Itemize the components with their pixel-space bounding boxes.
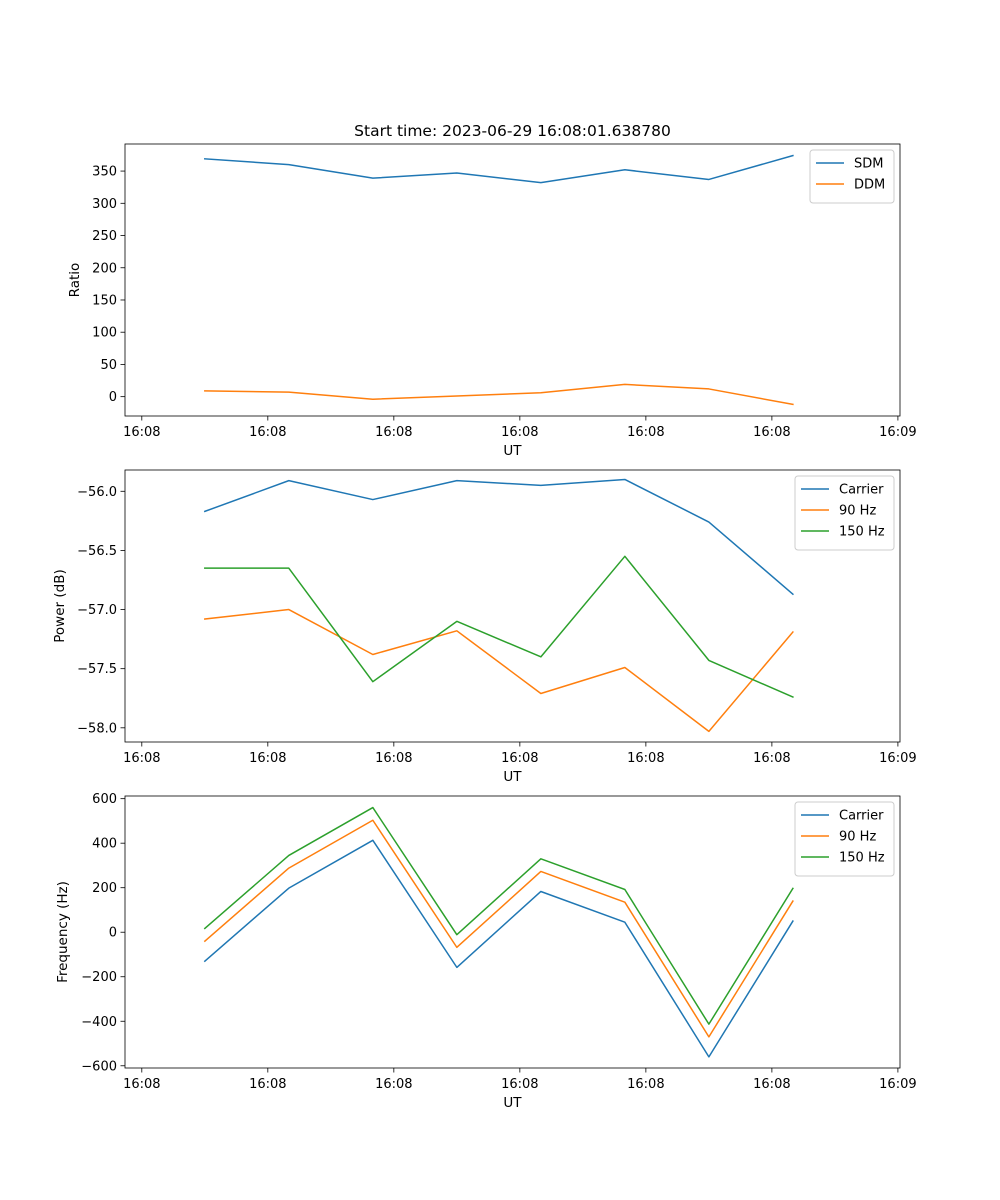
y-axis-label: Frequency (Hz) (55, 881, 71, 983)
x-tick-label: 16:08 (123, 1077, 160, 1092)
y-tick-label: 300 (92, 197, 117, 212)
y-tick-label: 350 (92, 165, 117, 180)
legend-label: 90 Hz (839, 830, 876, 845)
x-tick-label: 16:08 (375, 751, 412, 766)
y-tick-label: −56.5 (77, 544, 117, 559)
y-tick-label: 200 (92, 261, 117, 276)
legend-label: 150 Hz (839, 851, 885, 866)
x-tick-label: 16:08 (501, 1077, 538, 1092)
series-group (204, 154, 794, 406)
y-axis: −600 −400 −200 0 200 400 600 (81, 792, 125, 1074)
y-tick-label: 150 (92, 293, 117, 308)
x-axis: 16:08 16:08 16:08 16:08 16:08 16:08 16:09 (123, 416, 917, 440)
x-tick-label: 16:08 (375, 1077, 412, 1092)
legend-label: 150 Hz (839, 525, 885, 540)
series-line-90-hz (203, 819, 794, 1038)
legend-label: Carrier (839, 809, 884, 824)
subplot-3: 16:08 16:08 16:08 16:08 16:08 16:08 16:09 UT −60… (55, 792, 917, 1111)
x-tick-label: 16:09 (879, 751, 916, 766)
legend-label: DDM (854, 178, 885, 193)
y-tick-label: 0 (109, 926, 117, 941)
x-axis-label: UT (503, 443, 522, 459)
y-tick-label: −200 (81, 970, 117, 985)
y-tick-label: −600 (81, 1059, 117, 1074)
x-tick-label: 16:08 (375, 425, 412, 440)
y-axis: −58.0 −57.5 −57.0 −56.5 −56.0 (77, 485, 125, 736)
x-tick-label: 16:08 (753, 751, 790, 766)
axes-frame (124, 469, 901, 743)
legend-label: SDM (854, 157, 883, 172)
x-tick-label: 16:08 (501, 425, 538, 440)
series-line-carrier (203, 839, 794, 1058)
y-tick-label: −58.0 (77, 721, 117, 736)
series-line-carrier (203, 478, 794, 596)
x-axis-label: UT (503, 769, 522, 785)
x-tick-label: 16:08 (753, 425, 790, 440)
series-line-150-hz (204, 555, 794, 699)
y-tick-label: 400 (92, 837, 117, 852)
y-axis-label: Power (dB) (52, 569, 68, 642)
series-line-150-hz (203, 806, 794, 1025)
y-tick-label: 600 (92, 792, 117, 807)
x-tick-label: 16:08 (123, 751, 160, 766)
legend-label: Carrier (839, 483, 884, 498)
x-axis: 16:08 16:08 16:08 16:08 16:08 16:08 16:09 (123, 742, 917, 766)
figure-title: Start time: 2023-06-29 16:08:01.638780 (354, 122, 671, 140)
y-tick-label: −400 (81, 1015, 117, 1030)
x-tick-label: 16:08 (627, 751, 664, 766)
series-line-90-hz (203, 608, 794, 733)
y-tick-label: 50 (100, 358, 117, 373)
y-tick-label: 100 (92, 326, 117, 341)
y-tick-label: 0 (109, 390, 117, 405)
legend-label: 90 Hz (839, 504, 876, 519)
subplot-2: 16:08 16:08 16:08 16:08 16:08 16:08 16:09 UT −58… (52, 469, 917, 785)
x-tick-label: 16:09 (879, 1077, 916, 1092)
x-tick-label: 16:08 (249, 425, 286, 440)
x-tick-label: 16:08 (123, 425, 160, 440)
series-line-ddm (204, 383, 794, 406)
series-group (203, 806, 794, 1058)
series-line-sdm (204, 154, 794, 184)
x-axis-label: UT (503, 1095, 522, 1111)
y-tick-label: −57.5 (77, 662, 117, 677)
series-group (203, 478, 794, 733)
x-tick-label: 16:08 (753, 1077, 790, 1092)
legend: SDM DDM (809, 149, 895, 204)
x-tick-label: 16:08 (249, 1077, 286, 1092)
y-tick-label: −56.0 (77, 485, 117, 500)
subplots-container: 16:08 16:08 16:08 16:08 16:08 16:08 16:09 UT 0 50… (52, 143, 917, 1111)
legend: Carrier 90 Hz 150 Hz (794, 801, 895, 877)
y-tick-label: −57.0 (77, 603, 117, 618)
legend: Carrier 90 Hz 150 Hz (794, 475, 895, 551)
subplot-1: 16:08 16:08 16:08 16:08 16:08 16:08 16:09 UT 0 50… (67, 143, 917, 459)
x-tick-label: 16:08 (501, 751, 538, 766)
x-tick-label: 16:08 (627, 1077, 664, 1092)
x-tick-label: 16:08 (249, 751, 286, 766)
y-tick-label: 200 (92, 881, 117, 896)
y-axis-label: Ratio (67, 263, 83, 298)
y-tick-label: 250 (92, 229, 117, 244)
x-tick-label: 16:08 (627, 425, 664, 440)
axes-frame (124, 143, 901, 417)
x-axis: 16:08 16:08 16:08 16:08 16:08 16:08 16:09 (123, 1068, 917, 1092)
x-tick-label: 16:09 (879, 425, 916, 440)
y-axis: 0 50 100 150 200 250 300 350 (92, 165, 125, 405)
